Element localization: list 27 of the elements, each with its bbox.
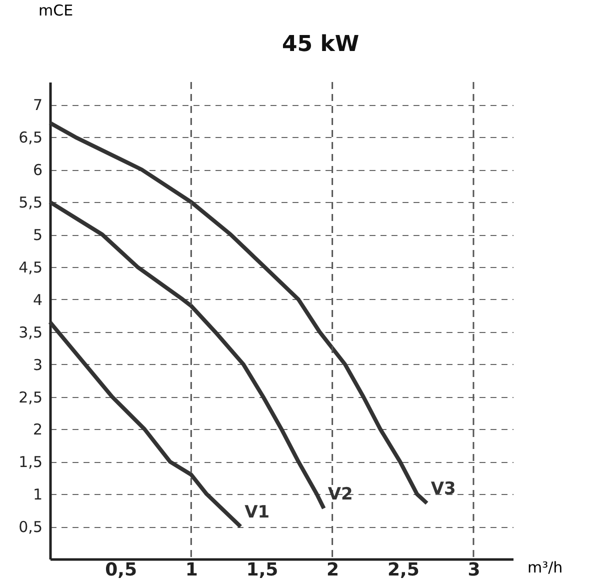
y-tick-label: 1,5 (18, 453, 42, 472)
x-tick-label: 1,5 (246, 560, 278, 580)
y-tick-label: 4,5 (18, 258, 42, 276)
series-label: V3 (430, 479, 456, 500)
x-axis-title: m³/h (528, 558, 563, 576)
y-axis-title: mCE (38, 2, 74, 20)
y-tick-label: 2,5 (18, 388, 42, 406)
y-tick-label: 5 (32, 226, 42, 244)
x-tick-label: 2 (326, 560, 340, 580)
y-tick-label: 7 (32, 96, 42, 114)
y-tick-label: 1 (32, 486, 42, 504)
y-tick-label: 2 (32, 420, 42, 439)
x-tick-label: 0,5 (105, 560, 138, 580)
y-tick-label: 6 (32, 161, 42, 180)
series-label: V1 (244, 502, 270, 523)
chart-title: 45 kW (282, 32, 360, 57)
x-tick-label: 3 (468, 560, 480, 580)
y-tick-label: 5,5 (18, 194, 42, 212)
line-series (48, 320, 243, 529)
y-tick-label: 0,5 (18, 518, 42, 536)
y-tick-label: 4 (32, 290, 42, 309)
x-tick-label: 2,5 (387, 560, 420, 580)
y-tick-label: 3 (32, 356, 42, 374)
y-tick-label: 3,5 (18, 323, 42, 342)
y-tick-label: 6,5 (18, 128, 42, 147)
line-series (48, 120, 429, 506)
x-tick-label: 1 (185, 560, 198, 580)
